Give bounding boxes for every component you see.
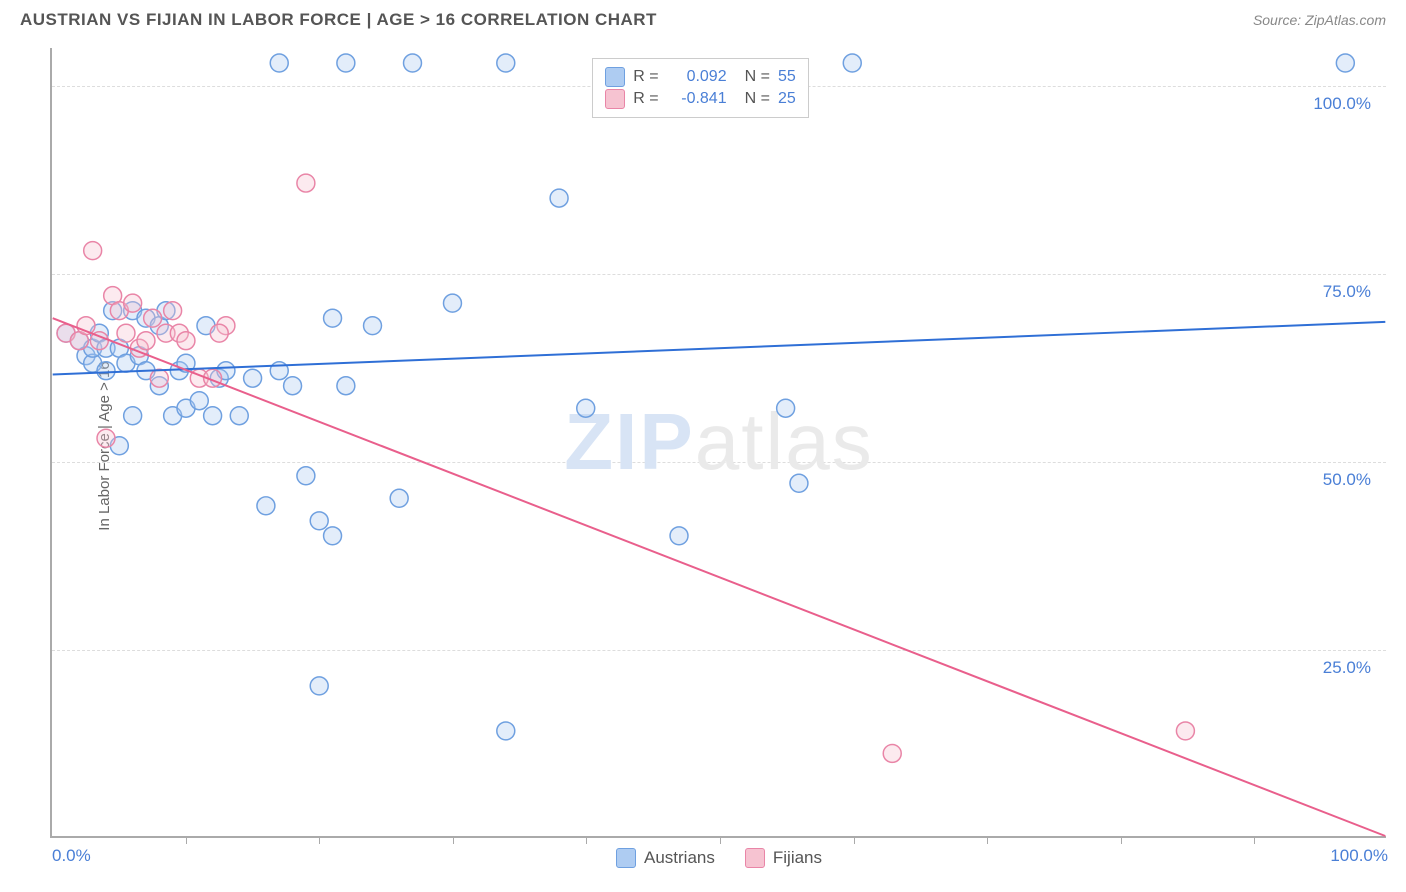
data-point	[883, 744, 901, 762]
data-point	[1336, 54, 1354, 72]
data-point	[843, 54, 861, 72]
source-label: Source: ZipAtlas.com	[1253, 12, 1386, 28]
data-point	[204, 407, 222, 425]
data-point	[164, 302, 182, 320]
data-point	[310, 512, 328, 530]
legend-r-value: 0.092	[667, 68, 727, 86]
legend-swatch-fijians	[745, 848, 765, 868]
legend-swatch-austrians	[616, 848, 636, 868]
series-legend: Austrians Fijians	[616, 848, 822, 868]
xtick-mark	[720, 836, 721, 844]
scatter-svg	[52, 48, 1386, 836]
chart-plot-area: ZIPatlas R = 0.092 N = 55 R = -0.841 N =…	[50, 48, 1386, 838]
data-point	[310, 677, 328, 695]
legend-r-label: R =	[633, 90, 658, 108]
stats-legend-row: R = -0.841 N = 25	[605, 89, 795, 109]
xtick-mark	[453, 836, 454, 844]
legend-label-fijians: Fijians	[773, 848, 822, 868]
data-point	[443, 294, 461, 312]
data-point	[670, 527, 688, 545]
data-point	[337, 54, 355, 72]
xtick-mark	[1254, 836, 1255, 844]
data-point	[577, 399, 595, 417]
legend-swatch	[605, 89, 625, 109]
xtick-mark	[854, 836, 855, 844]
data-point	[324, 309, 342, 327]
xtick-label: 100.0%	[1330, 846, 1388, 866]
data-point	[97, 429, 115, 447]
data-point	[150, 369, 168, 387]
data-point	[84, 242, 102, 260]
trend-line	[53, 322, 1386, 375]
data-point	[297, 174, 315, 192]
data-point	[144, 309, 162, 327]
data-point	[97, 362, 115, 380]
data-point	[137, 332, 155, 350]
data-point	[777, 399, 795, 417]
data-point	[324, 527, 342, 545]
data-point	[190, 392, 208, 410]
data-point	[297, 467, 315, 485]
xtick-mark	[987, 836, 988, 844]
legend-n-value: 55	[778, 68, 796, 86]
data-point	[284, 377, 302, 395]
data-point	[177, 332, 195, 350]
xtick-mark	[1121, 836, 1122, 844]
data-point	[124, 294, 142, 312]
xtick-label: 0.0%	[52, 846, 91, 866]
data-point	[790, 474, 808, 492]
legend-n-value: 25	[778, 90, 796, 108]
data-point	[257, 497, 275, 515]
data-point	[497, 54, 515, 72]
legend-n-label: N =	[745, 90, 770, 108]
legend-item-austrians: Austrians	[616, 848, 715, 868]
data-point	[364, 317, 382, 335]
data-point	[390, 489, 408, 507]
data-point	[1176, 722, 1194, 740]
legend-item-fijians: Fijians	[745, 848, 822, 868]
data-point	[230, 407, 248, 425]
data-point	[210, 324, 228, 342]
legend-r-label: R =	[633, 68, 658, 86]
xtick-mark	[186, 836, 187, 844]
legend-r-value: -0.841	[667, 90, 727, 108]
data-point	[550, 189, 568, 207]
legend-n-label: N =	[745, 68, 770, 86]
legend-swatch	[605, 67, 625, 87]
stats-legend-row: R = 0.092 N = 55	[605, 67, 795, 87]
xtick-mark	[319, 836, 320, 844]
trend-line	[53, 318, 1386, 836]
data-point	[337, 377, 355, 395]
xtick-mark	[586, 836, 587, 844]
chart-title: AUSTRIAN VS FIJIAN IN LABOR FORCE | AGE …	[20, 10, 657, 30]
legend-label-austrians: Austrians	[644, 848, 715, 868]
data-point	[124, 407, 142, 425]
data-point	[497, 722, 515, 740]
stats-legend: R = 0.092 N = 55 R = -0.841 N = 25	[592, 58, 808, 118]
data-point	[244, 369, 262, 387]
data-point	[117, 324, 135, 342]
data-point	[404, 54, 422, 72]
data-point	[270, 54, 288, 72]
